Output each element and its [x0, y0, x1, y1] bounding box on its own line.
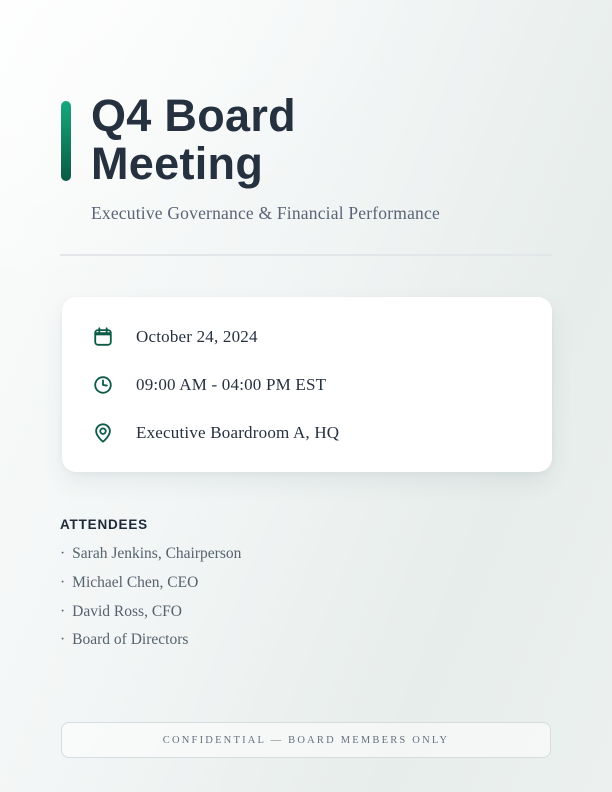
meeting-info-card: October 24, 2024 09:00 AM - 04:00 PM EST…: [62, 297, 552, 472]
bullet: ·: [60, 573, 66, 591]
bullet: ·: [60, 545, 66, 562]
meeting-date: October 24, 2024: [136, 327, 258, 346]
attendees-section: ATTENDEES · Sarah Jenkins, Chairperson · M…: [60, 517, 552, 649]
list-item: · Board of Directors: [60, 631, 552, 649]
attendee-name: Michael Chen, CEO: [72, 573, 199, 591]
meeting-time: 09:00 AM - 04:00 PM EST: [136, 375, 327, 394]
list-item: · David Ross, CFO: [60, 602, 552, 620]
location-row: Executive Boardroom A, HQ: [92, 422, 522, 444]
attendees-heading: ATTENDEES: [60, 517, 148, 532]
clock-icon: [92, 374, 114, 396]
confidentiality-banner: CONFIDENTIAL — BOARD MEMBERS ONLY: [61, 722, 551, 758]
time-row: 09:00 AM - 04:00 PM EST: [92, 374, 522, 396]
date-row: October 24, 2024: [92, 326, 522, 348]
title-block: Q4 Board Meeting Executive Governance & …: [61, 0, 552, 224]
attendee-name: David Ross, CFO: [72, 602, 182, 620]
calendar-icon: [92, 326, 114, 348]
meeting-location: Executive Boardroom A, HQ: [136, 423, 340, 442]
bullet: ·: [60, 631, 66, 649]
list-item: · Michael Chen, CEO: [60, 573, 552, 591]
divider: [60, 254, 552, 256]
accent-bar: [61, 101, 71, 181]
page-subtitle: Executive Governance & Financial Perform…: [91, 203, 440, 223]
bullet: ·: [60, 602, 66, 620]
location-pin-icon: [92, 422, 114, 444]
page-title: Q4 Board Meeting: [91, 90, 296, 189]
confidentiality-text: CONFIDENTIAL — BOARD MEMBERS ONLY: [162, 734, 450, 746]
title-text: Q4 Board Meeting Executive Governance & …: [91, 92, 440, 224]
attendees-list: · Sarah Jenkins, Chairperson · Michael Che…: [60, 545, 552, 649]
list-item: · Sarah Jenkins, Chairperson: [60, 545, 552, 562]
attendee-name: Board of Directors: [72, 631, 189, 649]
attendee-name: Sarah Jenkins, Chairperson: [72, 545, 242, 562]
